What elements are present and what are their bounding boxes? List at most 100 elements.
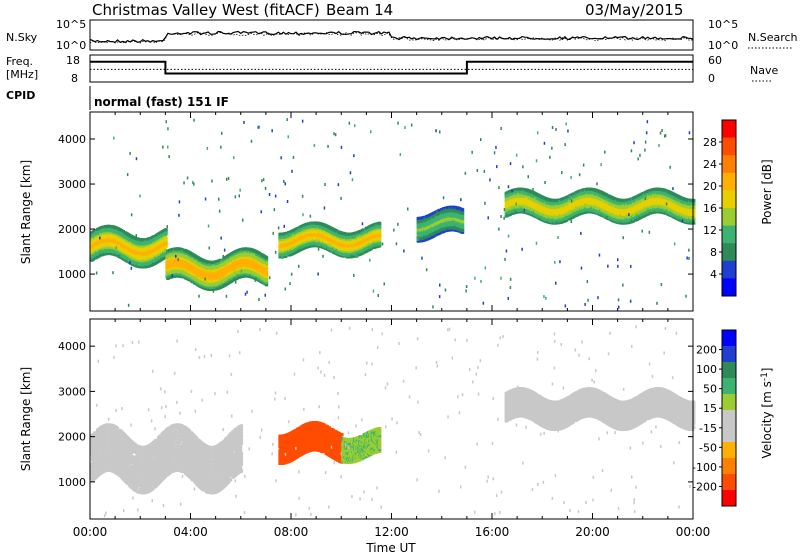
echo-cell [152, 253, 156, 257]
echo-cell [112, 244, 116, 248]
echo-cell [120, 229, 124, 233]
echo-cell [165, 262, 169, 266]
echo-cell [181, 260, 185, 264]
echo-cell [134, 247, 138, 251]
echo-cell [110, 239, 115, 243]
freq-label-line1: Freq. [6, 55, 33, 68]
echo-cell [180, 268, 184, 272]
freq-tick-bottom: 8 [71, 72, 78, 85]
echo-cell [164, 238, 168, 242]
echo-cell [110, 235, 115, 239]
echo-cell [208, 260, 212, 264]
echo-cell [182, 267, 186, 271]
echo-cell [112, 233, 116, 238]
echo-cell [132, 246, 136, 250]
echo-cell [141, 257, 146, 261]
echo-cell [205, 268, 209, 272]
echo-cell [167, 251, 172, 255]
freq-tick-top: 18 [66, 54, 80, 67]
echo-cell [110, 231, 114, 235]
freq-panel: Freq. [MHz] 18 8 60 0 Nave [6, 54, 778, 85]
echo-cell [170, 254, 174, 258]
echo-cell [125, 248, 129, 252]
echo-cell [139, 246, 143, 250]
noise-panel: N.Sky 10^5 10^0 10^5 10^0 N.Search [6, 18, 798, 52]
nave-tick-top: 60 [708, 54, 722, 67]
echo-cell [146, 247, 151, 252]
echo-cell [172, 260, 177, 264]
noise-sky-trace [89, 30, 694, 43]
echo-cell [180, 247, 184, 252]
echo-cell [93, 233, 97, 237]
echo-cell [192, 278, 196, 282]
echo-cell [209, 273, 213, 277]
echo-cell [91, 257, 95, 261]
echo-cell [136, 244, 141, 248]
echo-cell [114, 240, 118, 244]
noise-right-label: N.Search [748, 31, 798, 44]
cpid-label: CPID [6, 89, 35, 102]
echo-cell [164, 244, 168, 248]
echo-cell [164, 248, 168, 253]
echo-cell [181, 254, 185, 258]
echo-cell [208, 277, 212, 281]
station-title: Christmas Valley West (fitACF) [92, 1, 320, 19]
echo-cell [164, 228, 168, 232]
echo-cell [178, 270, 182, 274]
echo-cell [177, 255, 181, 259]
echo-cell [265, 256, 269, 260]
echo-cell [167, 255, 172, 259]
echo-cell [211, 275, 215, 279]
noise-left-tick-bottom: 10^0 [56, 39, 86, 52]
echo-cell [132, 238, 136, 242]
echo-cell [101, 250, 105, 254]
echo-cell [143, 263, 147, 267]
echo-cell [141, 250, 145, 254]
echo-cell [144, 265, 148, 269]
echo-cell [146, 254, 150, 258]
echo-cell [201, 267, 205, 271]
echo-cell [208, 281, 213, 285]
echo-cell [136, 252, 141, 256]
echo-cell [115, 239, 119, 243]
noise-right-tick-top: 10^5 [708, 18, 738, 31]
echo-cell [100, 234, 104, 238]
echo-cell [461, 208, 465, 212]
echo-cell [92, 236, 96, 240]
echo-cell [101, 225, 105, 229]
echo-cell [100, 242, 105, 246]
echo-cell [206, 277, 210, 281]
echo-cell [211, 262, 215, 267]
echo-cell [147, 255, 151, 260]
echo-cell [204, 285, 208, 289]
echo-cell [104, 227, 108, 231]
echo-cell [121, 244, 125, 248]
echo-cell [202, 263, 206, 267]
echo-cell [193, 281, 197, 285]
echo-cell [132, 255, 136, 259]
echo-cell [150, 238, 154, 242]
freq-panel-frame [89, 54, 694, 83]
echo-cell [111, 246, 115, 250]
noise-left-tick-top: 10^5 [56, 18, 86, 31]
freq-label-line2: [MHz] [6, 68, 38, 81]
echo-cell [112, 236, 116, 240]
echo-cell [174, 274, 178, 278]
echo-cell [121, 230, 125, 234]
noise-panel-frame [89, 19, 694, 51]
echo-cell [172, 247, 176, 251]
echo-cell [107, 226, 111, 231]
echo-cell [182, 273, 186, 277]
echo-cell [189, 266, 193, 270]
echo-cell [378, 221, 382, 225]
echo-cell [143, 238, 147, 242]
echo-cell [164, 240, 168, 244]
echo-cell [147, 253, 151, 257]
echo-cell [108, 237, 112, 241]
echo-cell [206, 270, 210, 274]
echo-cell [171, 256, 175, 260]
echo-cell [105, 243, 110, 247]
echo-cell [212, 283, 216, 287]
echo-cell [213, 275, 217, 279]
